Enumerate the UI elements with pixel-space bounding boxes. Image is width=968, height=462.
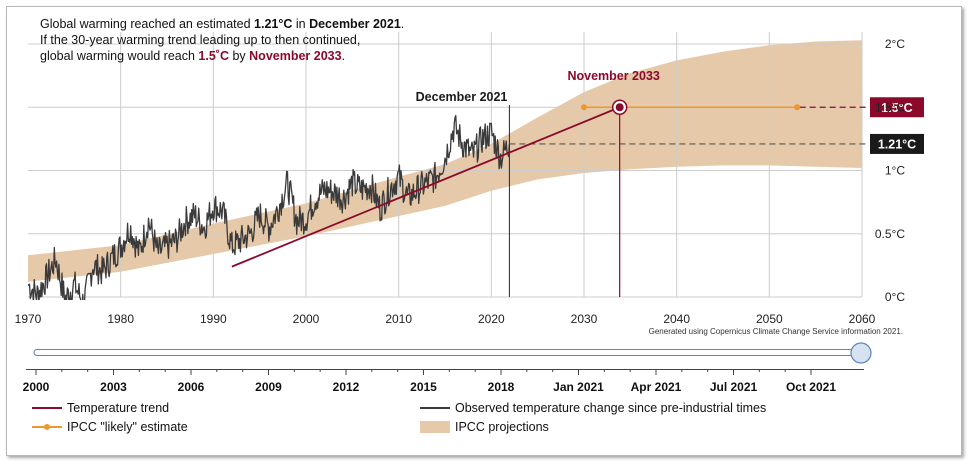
y-tick-label: 0°C	[885, 290, 905, 304]
likely-estimate-start-dot	[581, 104, 587, 111]
axis-layer: 1970 1980 1990 2000 2010 2020 2030 2040 2050 2060…	[15, 37, 906, 326]
slider-tick-label: 2015	[410, 380, 437, 394]
slider-track[interactable]	[33, 349, 863, 356]
legend-trend-label: Temperature trend	[67, 401, 169, 415]
x-tick-label: 2050	[756, 312, 783, 326]
annotation-line-1: Global warming reached an estimated 1.21…	[40, 16, 404, 32]
trend-layer: December 2021 November 2033 1.5°C 1.21°C	[231, 69, 924, 297]
x-tick-label: 2060	[849, 312, 876, 326]
target-value-box	[870, 97, 924, 118]
temperature-trend-line	[231, 106, 621, 268]
target-value-label: 1.5°C	[881, 101, 912, 115]
annotation-text: Global warming reached an estimated	[40, 17, 255, 31]
x-tick-label: 2040	[663, 312, 690, 326]
slider-tick-label: 2003	[100, 380, 127, 394]
likely-estimate-end-dot	[794, 104, 801, 111]
y-tick-label: 0.5°C	[875, 227, 905, 241]
legend-observed-label: Observed temperature change since pre-in…	[455, 401, 766, 415]
slider-tick-label: Oct 2021	[786, 380, 836, 394]
legend-likely-label: IPCC "likely" estimate	[67, 420, 188, 434]
slider-tick-label: 2012	[333, 380, 360, 394]
slider-tick-label: 2000	[23, 380, 50, 394]
annotation-text: by	[229, 49, 250, 63]
annotation-text: .	[400, 17, 405, 31]
slider-tick-label: Jul 2021	[710, 380, 758, 394]
annotation-text: in	[292, 17, 310, 31]
slider-tick-label: Apr 2021	[631, 380, 682, 394]
grid-layer	[28, 32, 863, 298]
x-tick-label: 1970	[15, 312, 42, 326]
annotation-target-date: November 2033	[249, 49, 342, 63]
x-tick-label: 1980	[107, 312, 134, 326]
slider-tick-label: Jan 2021	[553, 380, 604, 394]
target-marker-dot	[615, 103, 624, 112]
credit-text: Generated using Copernicus Climate Chang…	[649, 327, 903, 336]
legend-projections-swatch	[420, 421, 450, 433]
y-tick-label: 2°C	[885, 37, 905, 51]
x-tick-label: 2000	[293, 312, 320, 326]
target-date-label: November 2033	[567, 69, 659, 83]
x-tick-label: 2020	[478, 312, 505, 326]
current-value-box	[870, 133, 924, 154]
annotation-line-3: global warming would reach 1.5˚C by Nove…	[40, 48, 404, 64]
ipcc-band-layer	[28, 40, 862, 282]
ipcc-projection-band	[28, 40, 862, 282]
observed-layer	[28, 114, 511, 300]
annotation-text: .	[341, 49, 346, 63]
annotation-text: global warming would reach	[40, 49, 199, 63]
slider-axis: 2000 2003 2006 2009 2012 2015 2018 Jan 2021 Apr …	[23, 369, 864, 394]
x-tick-label: 1990	[200, 312, 227, 326]
annotation-target-value: 1.5˚C	[198, 49, 229, 63]
slider-handle[interactable]	[850, 342, 872, 364]
x-tick-label: 2030	[571, 312, 598, 326]
legend-likely-dot	[44, 424, 50, 430]
slider-tick-label: 2018	[488, 380, 515, 394]
y-tick-label: 1°C	[885, 164, 905, 178]
current-date-label: December 2021	[416, 90, 508, 104]
x-tick-label: 2010	[385, 312, 412, 326]
y-tick-label: 1.5°C	[875, 100, 905, 114]
time-slider[interactable]	[33, 342, 872, 364]
slider-tick-label: 2006	[178, 380, 205, 394]
headline-annotation: Global warming reached an estimated 1.21…	[40, 16, 404, 64]
annotation-current-value: 1.21°C	[254, 17, 293, 31]
annotation-current-date: December 2021	[309, 17, 401, 31]
legend: Temperature trend IPCC "likely" estimate…	[32, 401, 766, 434]
slider-tick-label: 2009	[255, 380, 282, 394]
legend-projections-label: IPCC projections	[455, 420, 549, 434]
annotation-line-2: If the 30-year warming trend leading up …	[40, 33, 361, 47]
observed-temperature-line	[28, 114, 511, 300]
current-value-label: 1.21°C	[878, 137, 916, 151]
